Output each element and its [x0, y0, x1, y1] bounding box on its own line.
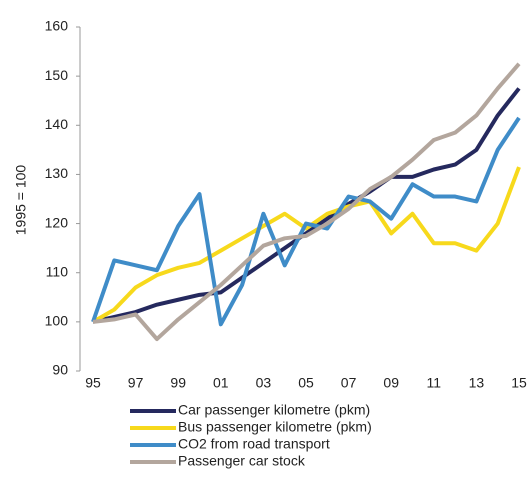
y-tick-label: 140 — [45, 116, 69, 132]
y-axis-title: 1995 = 100 — [13, 165, 29, 236]
legend-label: Bus passenger kilometre (pkm) — [178, 419, 372, 435]
y-tick-label: 150 — [45, 67, 69, 83]
x-tick-label: 07 — [341, 375, 357, 391]
series-line — [92, 62, 521, 342]
y-tick-label: 90 — [52, 362, 68, 378]
y-tick-label: 110 — [46, 263, 69, 279]
x-tick-label: 01 — [213, 375, 229, 391]
series-line — [92, 166, 521, 324]
x-tick-label: 15 — [511, 375, 527, 391]
y-tick-label: 100 — [45, 313, 69, 329]
x-tick-label: 09 — [383, 375, 399, 391]
y-tick-label: 160 — [45, 18, 69, 34]
y-tick-label: 120 — [45, 214, 69, 230]
series-line — [92, 87, 521, 324]
legend-label: Passenger car stock — [178, 453, 306, 469]
x-tick-label: 13 — [469, 375, 485, 391]
series-line — [91, 116, 521, 327]
x-tick-label: 95 — [85, 375, 101, 391]
y-tick-label: 130 — [45, 165, 69, 181]
x-tick-label: 05 — [298, 375, 314, 391]
legend-label: CO2 from road transport — [178, 436, 330, 452]
legend-label: Car passenger kilometre (pkm) — [178, 402, 370, 418]
x-tick-label: 11 — [427, 375, 442, 391]
x-tick-label: 97 — [128, 375, 144, 391]
x-tick-label: 99 — [170, 375, 186, 391]
x-tick-label: 03 — [256, 375, 272, 391]
